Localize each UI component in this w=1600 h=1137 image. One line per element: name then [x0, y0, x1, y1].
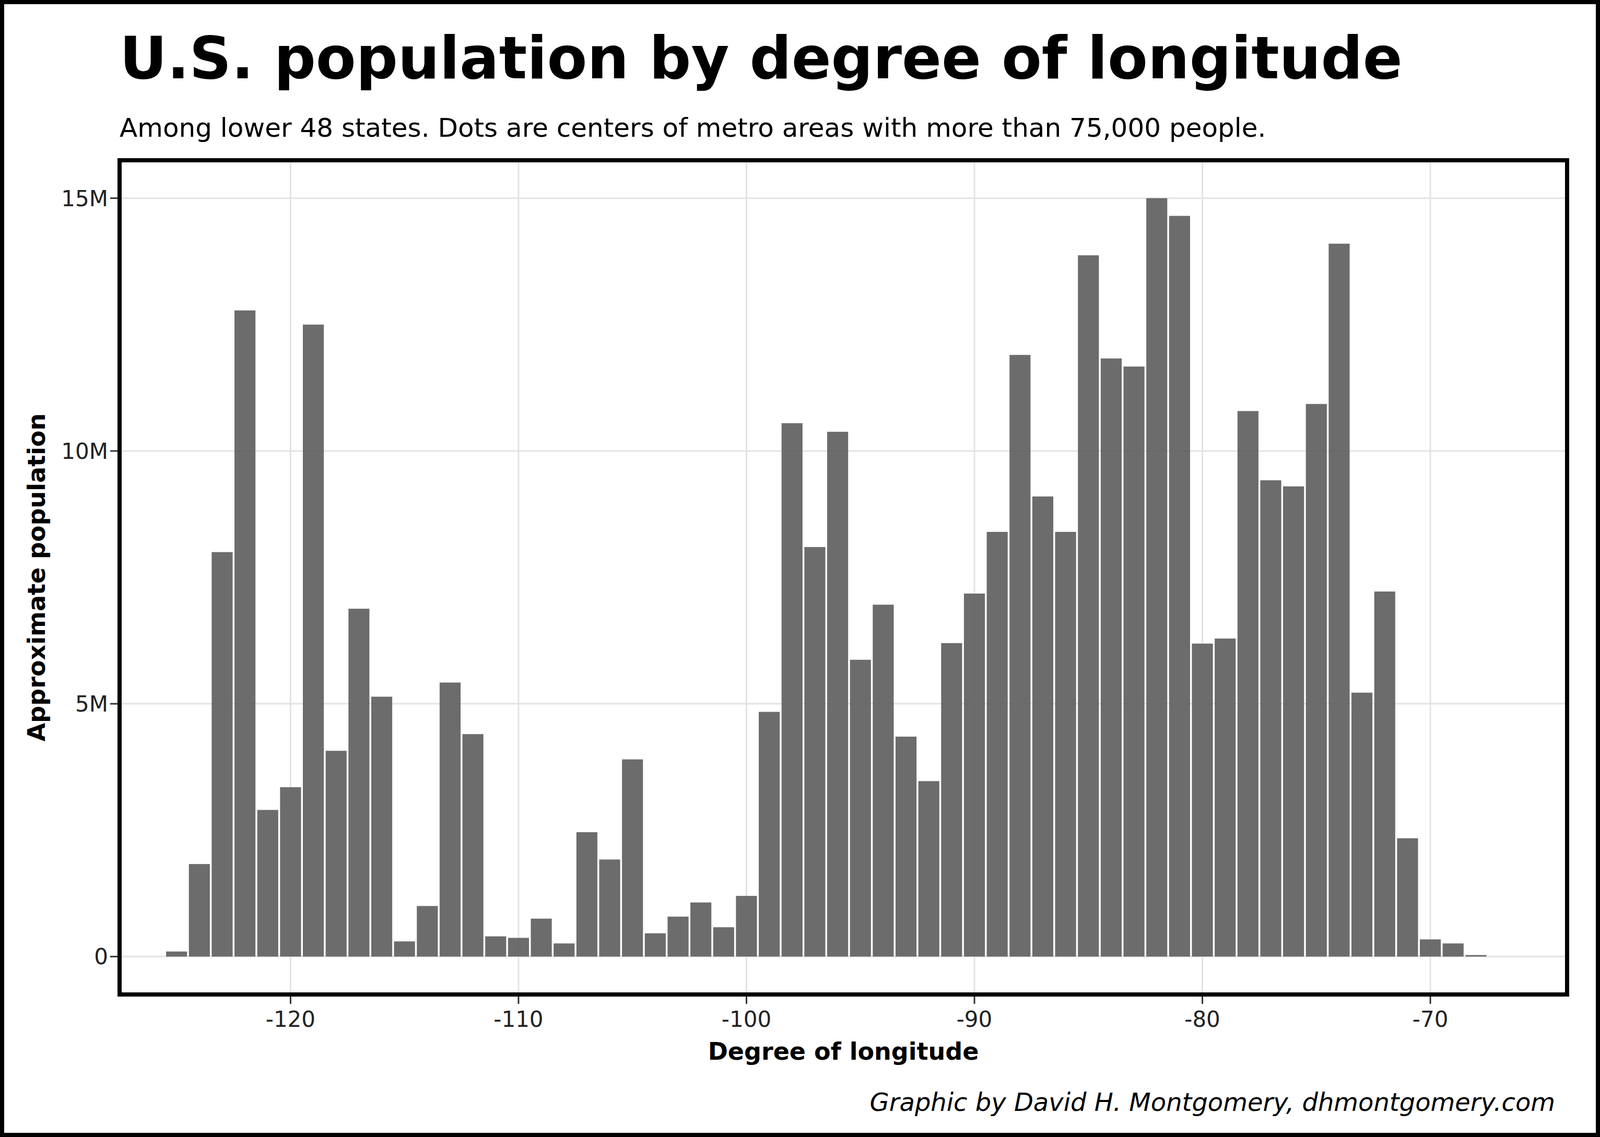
bar — [257, 810, 279, 958]
bar — [1214, 638, 1236, 957]
bar — [1009, 355, 1031, 957]
x-tick — [973, 996, 976, 1005]
y-tick-label: 0 — [93, 944, 109, 970]
bar — [1169, 216, 1191, 958]
bar — [735, 896, 757, 957]
y-tick — [110, 956, 118, 958]
x-grid-line — [517, 160, 520, 995]
bar — [1374, 591, 1396, 957]
x-tick-label: -100 — [721, 1006, 772, 1033]
bar — [371, 697, 393, 958]
bar — [189, 864, 210, 957]
bar — [1100, 358, 1122, 958]
bar — [302, 324, 324, 958]
y-tick — [110, 703, 118, 705]
bar — [462, 734, 484, 957]
bar — [485, 936, 507, 958]
plot-frame — [119, 160, 1568, 995]
bar — [394, 941, 416, 957]
bar — [986, 532, 1008, 958]
bar — [234, 310, 256, 958]
bar — [1191, 643, 1213, 957]
bars — [166, 198, 1487, 958]
y-grid-line — [119, 197, 1568, 199]
bar — [279, 787, 301, 957]
bar — [1283, 486, 1304, 958]
bar — [553, 943, 575, 957]
x-tick-label: -70 — [1412, 1006, 1449, 1033]
y-tick-label: 10M — [61, 438, 109, 465]
bar — [1032, 496, 1054, 957]
x-tick — [289, 996, 292, 1005]
y-tick-label: 5M — [75, 691, 109, 717]
y-tick-label: 15M — [61, 185, 109, 212]
bar — [940, 643, 962, 957]
x-grid-line — [745, 160, 748, 995]
plot-background — [119, 160, 1568, 995]
x-grid-line — [1429, 160, 1432, 995]
bar — [1328, 243, 1350, 958]
bar — [508, 938, 529, 958]
bar — [1465, 955, 1487, 957]
bar — [1260, 480, 1281, 957]
bar — [918, 781, 940, 957]
bar — [1077, 255, 1099, 957]
bar — [416, 906, 438, 958]
outer-border — [2, 2, 1598, 1136]
bar — [1442, 943, 1464, 957]
bar — [667, 916, 689, 958]
bar — [621, 759, 643, 958]
grid — [119, 160, 1568, 995]
bar — [348, 608, 370, 957]
x-tick-label: -120 — [265, 1006, 316, 1033]
bar — [758, 712, 780, 958]
bar — [1419, 939, 1441, 957]
x-tick — [1429, 996, 1432, 1005]
subtitle: Among lower 48 states. Dots are centers … — [119, 112, 1266, 144]
bar — [211, 552, 233, 958]
bar — [690, 902, 712, 958]
x-tick-label: -110 — [493, 1006, 544, 1033]
y-tick — [110, 450, 118, 452]
x-tick — [745, 996, 748, 1005]
bar — [644, 933, 666, 958]
bar — [1237, 410, 1259, 957]
background — [0, 0, 1600, 1137]
bar — [1123, 366, 1145, 957]
bar — [1055, 532, 1077, 958]
bar — [963, 593, 985, 957]
x-tick-label: -80 — [1184, 1006, 1221, 1033]
credit: Graphic by David H. Montgomery, dhmontgo… — [869, 1087, 1556, 1117]
bar — [850, 660, 872, 958]
x-tick-label: -90 — [956, 1006, 993, 1033]
x-tick — [1201, 996, 1204, 1005]
bar — [781, 423, 803, 958]
bar — [1351, 692, 1373, 958]
x-tick — [517, 996, 520, 1005]
bar — [576, 832, 598, 957]
chart: U.S. population by degree of longitude Am… — [0, 0, 1600, 1137]
bar — [531, 919, 552, 958]
bar — [895, 736, 917, 957]
bar — [713, 927, 735, 957]
bar — [325, 750, 347, 957]
bar — [1306, 404, 1327, 958]
bar — [872, 604, 894, 957]
bar — [1396, 838, 1418, 958]
y-tick — [110, 197, 118, 199]
bar — [804, 547, 826, 957]
bar — [439, 682, 461, 957]
title: U.S. population by degree of longitude — [119, 24, 1403, 92]
bar — [166, 951, 187, 958]
bar — [827, 431, 849, 957]
y-axis-label: Approximate population — [22, 413, 51, 742]
x-axis-label: Degree of longitude — [708, 1037, 980, 1066]
bar — [1146, 198, 1168, 958]
bar — [598, 859, 620, 957]
